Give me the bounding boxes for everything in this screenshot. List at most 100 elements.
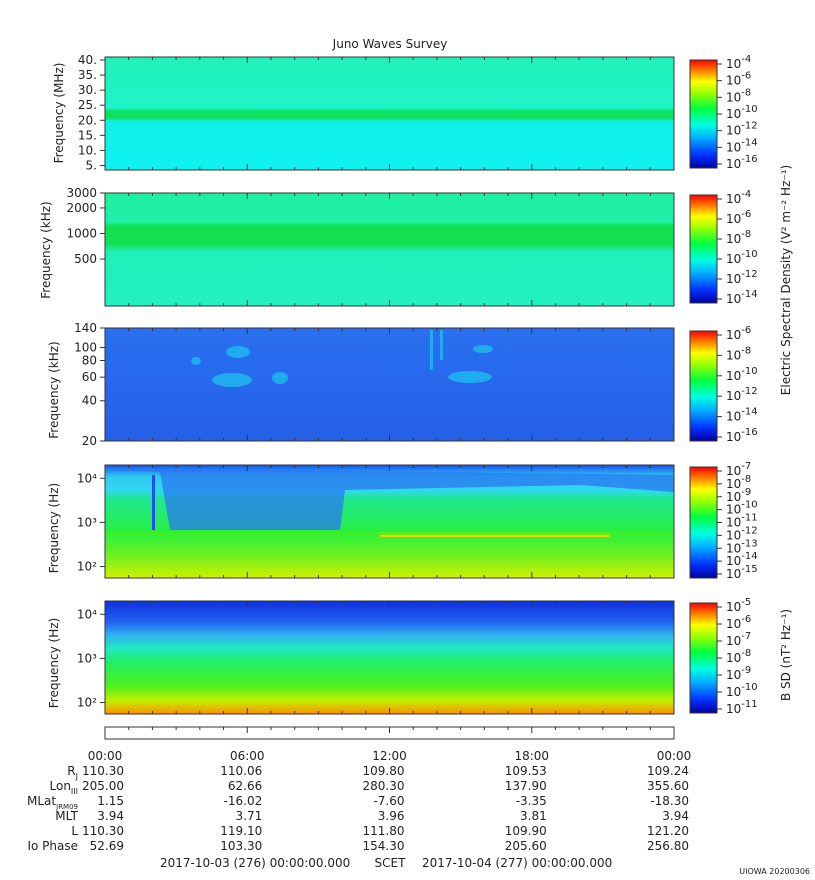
- ephemeris-value: 3.94: [662, 809, 689, 823]
- y-tick-label: 10⁴: [77, 471, 97, 485]
- spectrogram-5: [105, 601, 674, 714]
- colorbar-tick-label: 10-10: [726, 682, 758, 699]
- ephemeris-value: 103.30: [220, 839, 262, 853]
- ephemeris-value: -3.35: [516, 794, 547, 808]
- figure-title: Juno Waves Survey: [332, 37, 448, 51]
- colorbar-tick-label: 10-10: [726, 104, 758, 121]
- x-tick-labels: 00:00 06:00 12:00 18:00 00:00: [88, 749, 692, 763]
- ephemeris-value: 109.24: [647, 764, 689, 778]
- emission-patches-3: [191, 330, 493, 387]
- y-tick-label: 10²: [77, 560, 97, 574]
- colorbar-tick-label: 10-14: [726, 289, 758, 306]
- ephemeris-value: 110.30: [82, 824, 124, 838]
- y-tick-label: 140: [74, 321, 97, 335]
- y-tick-label: 30.: [78, 83, 97, 97]
- ephemeris-value: 205.00: [82, 779, 124, 793]
- ephemeris-value: 110.06: [220, 764, 262, 778]
- colorbar-tick-label: 10-8: [726, 648, 751, 665]
- ephemeris-value: 3.71: [236, 809, 263, 823]
- ephemeris-label: LonIII: [50, 779, 79, 796]
- y-tick-label: 35.: [78, 68, 97, 82]
- y-tick-label: 5.: [86, 158, 97, 172]
- colorbar-tick-label: 10-6: [726, 71, 751, 88]
- ephemeris-value: 355.60: [647, 779, 689, 793]
- x-ticks: [104, 727, 675, 733]
- ephemeris-label: RJ: [67, 764, 78, 781]
- colorbar-label-magnetic: B SD (nT² Hz⁻¹): [779, 609, 793, 701]
- spectrogram-1: [105, 57, 674, 170]
- ephemeris-value: 62.66: [228, 779, 262, 793]
- y-tick-label: 10³: [77, 651, 97, 665]
- colorbar-tick-label: 10-10: [726, 366, 758, 383]
- y-tick-label: 60: [82, 370, 97, 384]
- ephemeris-value: 205.60: [505, 839, 547, 853]
- x-tick-label: 18:00: [514, 749, 549, 763]
- ephemeris-value: -16.02: [224, 794, 263, 808]
- colorbar-3: [689, 330, 718, 442]
- y-label-5: Frequency (Hz): [47, 618, 61, 709]
- colorbar-tick-label: 10-4: [726, 189, 751, 206]
- colorbar-tick-label: 10-8: [726, 87, 751, 104]
- x-tick-label: 00:00: [657, 749, 692, 763]
- colorbar-tick-label: 10-12: [726, 269, 758, 286]
- colorbar-2: [689, 194, 718, 304]
- y-tick-label: 3000: [66, 186, 97, 200]
- ephemeris-value: 109.53: [505, 764, 547, 778]
- ephemeris-value: 3.81: [520, 809, 547, 823]
- colorbar-label-electric: Electric Spectral Density (V² m⁻² Hz⁻¹): [779, 165, 793, 395]
- y-tick-label: 40.: [78, 53, 97, 67]
- y-tick-label: 1000: [66, 227, 97, 241]
- y-tick-label: 20.: [78, 113, 97, 127]
- ephemeris-value: 52.69: [90, 839, 124, 853]
- ephemeris-value: 110.30: [82, 764, 124, 778]
- colorbar-tick-label: 10-16: [726, 154, 758, 171]
- processing-stamp: UIOWA 20200306: [739, 867, 810, 876]
- colorbar-ticks-2: 10-4 10-6 10-8 10-10 10-12 10-14: [717, 189, 758, 306]
- panel-1: 5.10.15.20.25.30.35.40. Frequency (MHz) …: [52, 53, 758, 172]
- colorbar-tick-label: 10-16: [726, 427, 758, 444]
- colorbar-tick-label: 10-7: [726, 631, 751, 648]
- y-tick-label: 40: [82, 394, 97, 408]
- colorbar-tick-label: 10-6: [726, 614, 751, 631]
- colorbar-tick-label: 10-9: [726, 665, 751, 682]
- ephemeris-value: 3.96: [378, 809, 405, 823]
- y-tick-label: 80: [82, 353, 97, 367]
- colorbar-ticks-3: 10-6 10-8 10-10 10-12 10-14 10-16: [717, 325, 758, 444]
- ephemeris-value: 109.80: [363, 764, 405, 778]
- spectrogram-2: [105, 193, 674, 306]
- y-axis-1: 5.10.15.20.25.30.35.40.: [78, 53, 675, 172]
- ephemeris-value: 256.80: [647, 839, 689, 853]
- colorbar-tick-label: 10-12: [726, 121, 758, 138]
- ephemeris-label: MLT: [55, 809, 78, 823]
- dropout-4: [152, 475, 155, 530]
- colorbar-tick-label: 10-14: [726, 407, 758, 424]
- ephemeris-value: -18.30: [650, 794, 689, 808]
- ephemeris-value: 121.20: [647, 824, 689, 838]
- x-tick-label: 12:00: [372, 749, 407, 763]
- y-label-4: Frequency (Hz): [47, 483, 61, 574]
- y-tick-label: 10⁴: [77, 607, 97, 621]
- y-tick-label: 20: [82, 434, 97, 448]
- ephemeris-value: 137.90: [505, 779, 547, 793]
- colorbar-5: [689, 602, 718, 714]
- y-label-1: Frequency (MHz): [52, 63, 66, 164]
- colorbar-tick-label: 10-10: [726, 249, 758, 266]
- colorbar-tick-label: 10-11: [726, 699, 758, 716]
- colorbar-1: [689, 59, 718, 169]
- colorbar-4: [689, 466, 718, 579]
- ephemeris-value: 1.15: [97, 794, 124, 808]
- colorbar-ticks-4: 10-710-810-910-1010-1110-1210-1310-1410-…: [717, 461, 758, 581]
- y-tick-label: 2000: [66, 201, 97, 215]
- ephemeris-value: 280.30: [363, 779, 405, 793]
- y-tick-label: 15.: [78, 128, 97, 142]
- colorbar-tick-label: 10-15: [726, 564, 758, 581]
- y-label-3: Frequency (kHz): [47, 341, 61, 438]
- ephemeris-label: L: [71, 824, 78, 838]
- colorbar-tick-label: 10-5: [726, 597, 751, 614]
